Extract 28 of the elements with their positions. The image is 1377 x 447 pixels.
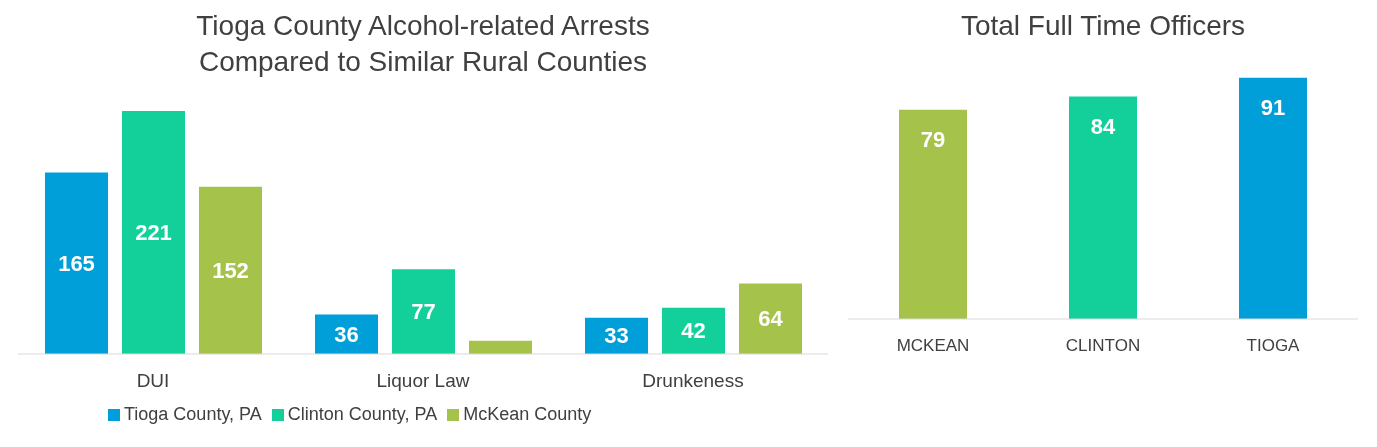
data-label: 152	[212, 257, 249, 283]
data-label: 91	[1260, 95, 1286, 121]
data-label: 79	[920, 127, 946, 153]
legend-label: Tioga County, PA	[124, 404, 262, 424]
data-label: 64	[758, 306, 784, 332]
data-label: 42	[681, 318, 706, 344]
data-label: 33	[604, 323, 629, 349]
legend-label: McKean County	[463, 404, 592, 424]
bar	[392, 269, 455, 354]
x-tick-label: MCKEAN	[896, 336, 970, 356]
x-tick-label: Liquor Law	[376, 370, 470, 392]
data-label: 165	[58, 250, 95, 276]
x-tick-label: Drunkeness	[642, 370, 744, 392]
data-label: 36	[334, 321, 359, 347]
bar	[45, 172, 108, 354]
x-tick-label: TIOGA	[1246, 336, 1301, 356]
data-label: 221	[135, 219, 172, 245]
bar	[469, 340, 532, 354]
bar	[199, 186, 262, 354]
data-label: 84	[1090, 113, 1116, 139]
x-tick-label: DUI	[136, 370, 170, 392]
x-tick-label: CLINTON	[1065, 336, 1141, 356]
chart-title: Tioga County Alcohol-related Arrests Compared to Similar Rural Counties	[195, 9, 651, 79]
legend-label: Clinton County, PA	[287, 404, 438, 424]
chart-title: Total Full Time Officers	[959, 9, 1247, 43]
bar	[739, 283, 802, 354]
data-label: 77	[411, 299, 436, 325]
bar	[122, 110, 185, 354]
